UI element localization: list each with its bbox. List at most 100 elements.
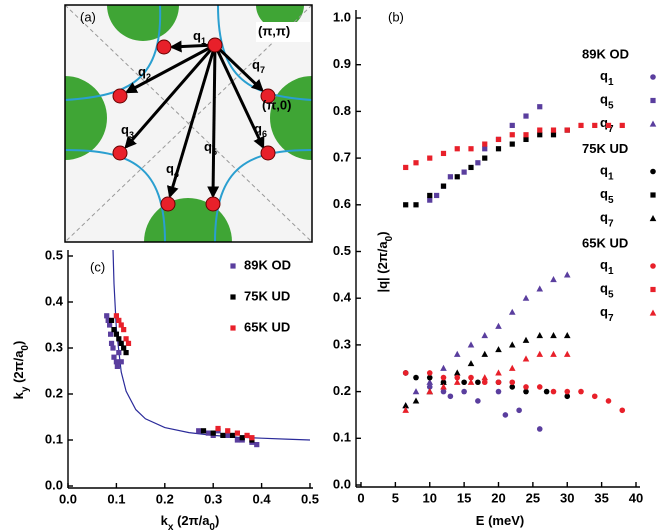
legend-label-text: q bbox=[600, 210, 608, 225]
legend-label-sub: 1 bbox=[608, 266, 614, 277]
marker bbox=[225, 432, 231, 438]
marker bbox=[468, 164, 474, 171]
legend-label-text: q bbox=[600, 281, 608, 296]
x-tick-label: 0 bbox=[357, 490, 364, 505]
marker bbox=[509, 132, 515, 138]
y-axis-label-part: (2π/a bbox=[11, 350, 26, 387]
arrow-label: q5 bbox=[204, 139, 217, 157]
legend-marker bbox=[230, 325, 236, 331]
marker bbox=[536, 426, 543, 432]
marker bbox=[229, 432, 236, 438]
marker bbox=[495, 388, 502, 395]
marker bbox=[482, 141, 488, 147]
marker bbox=[210, 430, 216, 436]
legend-label-sub: 1 bbox=[608, 172, 614, 183]
marker bbox=[467, 341, 475, 348]
marker bbox=[475, 160, 481, 166]
arrows bbox=[124, 40, 265, 199]
marker bbox=[467, 378, 475, 385]
marker bbox=[509, 122, 515, 129]
marker bbox=[447, 174, 453, 180]
legend-marker bbox=[649, 309, 657, 316]
marker bbox=[402, 406, 409, 413]
marker bbox=[114, 363, 120, 369]
y-axis-label-part: k bbox=[11, 391, 26, 399]
marker bbox=[113, 331, 119, 337]
marker bbox=[461, 169, 467, 175]
x-tick-label: 10 bbox=[423, 490, 437, 505]
y-axis-label-part: ) bbox=[11, 341, 26, 345]
marker bbox=[412, 388, 420, 395]
marker bbox=[440, 150, 447, 157]
x-tick-label: 0.4 bbox=[253, 491, 272, 506]
marker bbox=[468, 374, 474, 381]
marker bbox=[453, 378, 461, 385]
marker bbox=[427, 155, 433, 161]
x-tick-label: 0.1 bbox=[107, 491, 125, 506]
legend-group: 89K OD bbox=[582, 46, 629, 61]
marker bbox=[123, 336, 129, 342]
y-tick-label: 0.3 bbox=[333, 336, 351, 351]
marker bbox=[563, 332, 571, 339]
marker bbox=[481, 379, 488, 386]
marker bbox=[426, 374, 433, 381]
arrow-label-sub: 5 bbox=[212, 147, 217, 157]
x-tick-label: 20 bbox=[491, 490, 505, 505]
legend-label: 65K UD bbox=[244, 319, 290, 334]
y-axis-label-part: ) bbox=[375, 231, 390, 235]
y-tick-label: 0.0 bbox=[45, 477, 63, 492]
marker bbox=[509, 384, 516, 390]
marker bbox=[118, 322, 124, 328]
marker bbox=[495, 146, 502, 152]
marker bbox=[403, 202, 409, 208]
marker bbox=[107, 322, 113, 328]
marker bbox=[104, 313, 110, 319]
legend-marker bbox=[230, 263, 236, 269]
x-tick-label: 0.3 bbox=[204, 491, 222, 506]
marker bbox=[108, 340, 115, 346]
y-tick-label: 0.6 bbox=[333, 196, 351, 211]
marker bbox=[426, 384, 433, 390]
marker bbox=[578, 388, 584, 395]
y-axis-label-part: 0 bbox=[20, 345, 31, 351]
marker bbox=[508, 364, 516, 371]
marker bbox=[543, 388, 550, 395]
y-tick-label: 0.3 bbox=[45, 339, 63, 354]
marker bbox=[225, 428, 231, 434]
legend-label-sub: 7 bbox=[608, 313, 614, 324]
x-axis-label-part: E (meV) bbox=[476, 513, 524, 528]
marker bbox=[522, 355, 530, 362]
legend-label: q7 bbox=[600, 304, 614, 324]
legend-group: 65K UD bbox=[582, 235, 628, 250]
marker bbox=[121, 327, 127, 333]
x-tick-label: 0.2 bbox=[156, 491, 174, 506]
marker bbox=[461, 379, 467, 386]
y-tick-label: 0.7 bbox=[333, 150, 351, 165]
marker bbox=[495, 346, 502, 353]
marker bbox=[481, 350, 489, 357]
legend-label: q1 bbox=[600, 257, 614, 277]
arrow-label-sub: 1 bbox=[201, 36, 206, 46]
marker bbox=[249, 435, 255, 441]
legend-label-sub: 5 bbox=[608, 101, 614, 112]
arrow-label-text: q bbox=[193, 28, 201, 43]
marker bbox=[537, 132, 543, 138]
marker bbox=[537, 127, 543, 133]
marker bbox=[502, 412, 509, 418]
legend-label: q5 bbox=[600, 281, 614, 301]
legend-label-sub: 7 bbox=[608, 219, 614, 230]
legend-label: q7 bbox=[600, 115, 614, 135]
marker bbox=[116, 336, 122, 342]
marker bbox=[523, 388, 529, 395]
y-tick-label: 0.1 bbox=[45, 431, 63, 446]
arrow-label-text: q bbox=[121, 122, 129, 137]
marker bbox=[110, 345, 116, 351]
marker bbox=[564, 127, 570, 133]
y-axis-label-part: 0 bbox=[384, 235, 395, 241]
marker bbox=[254, 442, 260, 448]
marker bbox=[121, 345, 127, 351]
x-tick-label: 0.5 bbox=[301, 491, 319, 506]
legend-label-sub: 5 bbox=[608, 290, 614, 301]
